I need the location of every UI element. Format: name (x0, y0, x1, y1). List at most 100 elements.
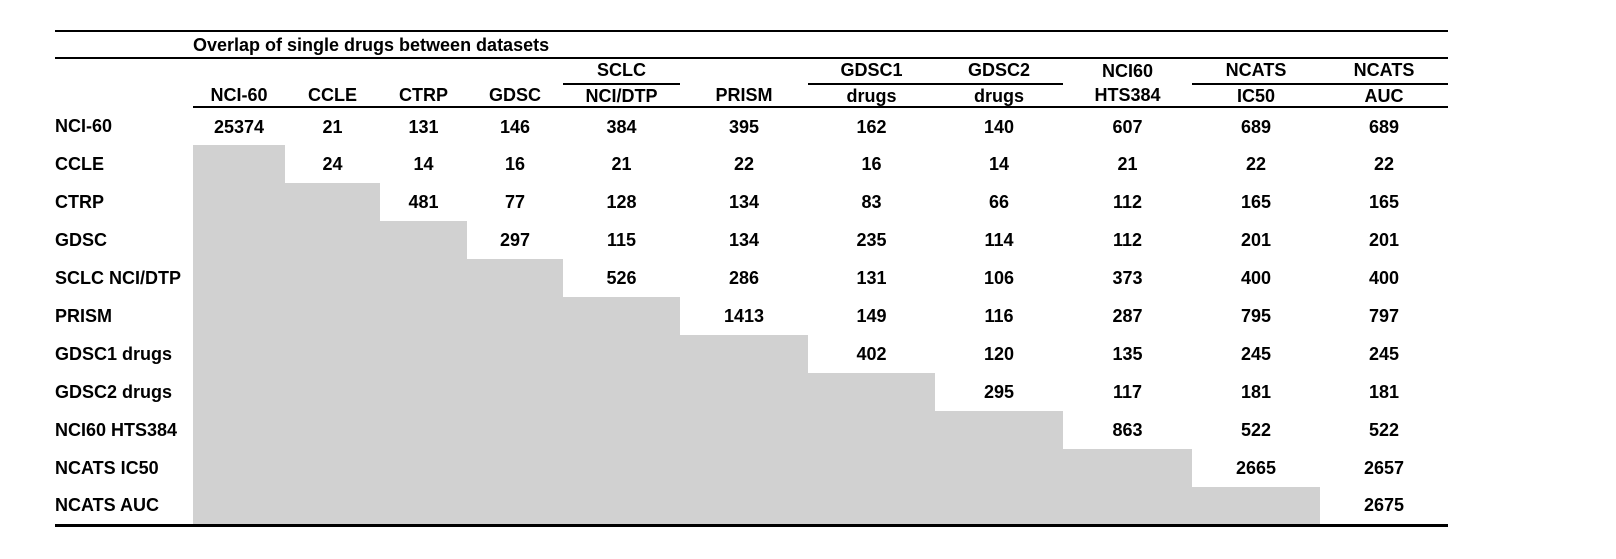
shaded-lower-triangle-cell (193, 221, 285, 259)
overlap-value-cell: 134 (728, 192, 760, 212)
column-group-header-row: SCLC GDSC1 GDSC2 NCI60 NCATS NCATS (55, 58, 1448, 85)
shaded-lower-triangle-cell (680, 449, 808, 487)
overlap-value-cell: 21 (322, 116, 343, 137)
table-row: NCATS IC50 2665 2657 (55, 449, 1448, 487)
row-label: NCATS AUC (55, 487, 193, 527)
column-header: drugs (808, 84, 935, 108)
row-label: NCI-60 (55, 116, 113, 136)
shaded-lower-triangle-cell (935, 487, 1063, 527)
shaded-lower-triangle-cell (467, 411, 563, 449)
overlap-value-cell: 287 (1112, 306, 1143, 326)
shaded-lower-triangle-cell (285, 411, 380, 449)
overlap-value-cell: 245 (1240, 344, 1272, 364)
shaded-lower-triangle-cell (285, 297, 380, 335)
overlap-value-cell: 384 (606, 116, 637, 137)
column-header: NCI/DTP (563, 84, 680, 108)
row-label: PRISM (55, 306, 113, 326)
overlap-value-cell: 131 (408, 116, 439, 137)
overlap-value-cell: 526 (606, 268, 637, 288)
shaded-lower-triangle-cell (380, 259, 467, 297)
overlap-value-cell: 66 (988, 192, 1010, 212)
column-header-row: NCI-60 CCLE CTRP GDSC NCI/DTP PRISM drugs drugs… (55, 84, 1448, 108)
overlap-value-cell: 115 (606, 230, 637, 250)
shaded-lower-triangle-cell (285, 373, 380, 411)
column-group-spacer (467, 58, 563, 84)
shaded-lower-triangle-cell (680, 373, 808, 411)
overlap-value-cell: 162 (856, 116, 887, 137)
overlap-value-cell: 120 (983, 344, 1015, 364)
shaded-lower-triangle-cell (467, 297, 563, 335)
shaded-lower-triangle-cell (808, 449, 935, 487)
column-group-header: SCLC (563, 58, 680, 85)
overlap-value-cell: 373 (1112, 268, 1143, 288)
overlap-value-cell: 106 (983, 268, 1015, 288)
overlap-value-cell: 128 (606, 192, 637, 212)
overlap-value-cell: 14 (988, 154, 1010, 174)
shaded-lower-triangle-cell (285, 335, 380, 373)
table-row: CCLE 24 14 16 21 22 16 14 21 22 22 (55, 145, 1448, 183)
column-group-header: NCATS (1192, 58, 1320, 85)
shaded-lower-triangle-cell (285, 259, 380, 297)
overlap-value-cell: 201 (1368, 230, 1400, 250)
overlap-value-cell: 116 (984, 306, 1014, 326)
shaded-lower-triangle-cell (380, 335, 467, 373)
shaded-lower-triangle-cell (680, 335, 808, 373)
shaded-lower-triangle-cell (380, 221, 467, 259)
overlap-value-cell: 112 (1112, 192, 1143, 212)
overlap-value-cell: 77 (504, 192, 526, 212)
table-row: NCATS AUC 2675 (55, 487, 1448, 527)
overlap-value-cell: 24 (322, 154, 343, 174)
overlap-value-cell: 797 (1368, 306, 1400, 326)
table-row: NCI60 HTS384 863 522 522 (55, 411, 1448, 449)
overlap-value-cell: 201 (1240, 230, 1272, 250)
overlap-value-cell: 689 (1240, 116, 1272, 137)
overlap-value-cell: 131 (856, 268, 887, 288)
column-header: CCLE (285, 84, 380, 108)
column-group-header: NCI60 (1101, 61, 1154, 81)
shaded-lower-triangle-cell (1063, 487, 1192, 527)
shaded-lower-triangle-cell (563, 297, 680, 335)
overlap-value-cell: 235 (856, 230, 887, 250)
overlap-value-cell: 400 (1368, 268, 1400, 288)
table-row: NCI-60 25374 21 131 146 384 395 162 140 607 689 689 (55, 107, 1448, 145)
overlap-value-cell: 165 (1240, 192, 1272, 212)
shaded-lower-triangle-cell (808, 373, 935, 411)
overlap-value-cell: 295 (983, 382, 1015, 402)
title-row: Overlap of single drugs between datasets (55, 31, 1448, 59)
column-group-spacer (193, 58, 285, 84)
overlap-value-cell: 114 (984, 230, 1014, 250)
shaded-lower-triangle-cell (563, 487, 680, 527)
shaded-lower-triangle-cell (467, 259, 563, 297)
shaded-lower-triangle-cell (563, 373, 680, 411)
overlap-value-cell: 112 (1112, 230, 1143, 250)
overlap-value-cell: 134 (728, 230, 760, 250)
shaded-lower-triangle-cell (680, 411, 808, 449)
overlap-value-cell: 286 (728, 268, 760, 288)
row-label-spacer (55, 84, 193, 107)
overlap-value-cell: 2665 (1235, 458, 1277, 478)
shaded-lower-triangle-cell (563, 335, 680, 373)
overlap-value-cell: 21 (611, 154, 632, 174)
table-row: SCLC NCI/DTP 526 286 131 106 373 400 400 (55, 259, 1448, 297)
overlap-value-cell: 2675 (1320, 487, 1448, 527)
column-header: IC50 (1192, 84, 1320, 108)
overlap-value-cell: 395 (728, 116, 760, 137)
shaded-lower-triangle-cell (193, 183, 285, 221)
overlap-value-cell: 149 (856, 306, 887, 326)
overlap-value-cell: 16 (504, 154, 526, 174)
overlap-value-cell: 795 (1240, 306, 1272, 326)
row-label: GDSC (55, 230, 108, 250)
row-label-spacer (55, 58, 193, 84)
row-label: NCATS IC50 (55, 458, 159, 478)
overlap-value-cell: 607 (1112, 116, 1143, 137)
table-header: Overlap of single drugs between datasets… (55, 31, 1448, 108)
overlap-value-cell: 22 (1373, 154, 1395, 174)
overlap-value-cell: 25374 (213, 116, 265, 137)
shaded-lower-triangle-cell (563, 411, 680, 449)
shaded-lower-triangle-cell (467, 373, 563, 411)
overlap-value-cell: 146 (499, 116, 531, 137)
shaded-lower-triangle-cell (193, 145, 285, 183)
column-header: NCI-60 (193, 84, 285, 108)
shaded-lower-triangle-cell (808, 411, 935, 449)
shaded-lower-triangle-cell (380, 373, 467, 411)
